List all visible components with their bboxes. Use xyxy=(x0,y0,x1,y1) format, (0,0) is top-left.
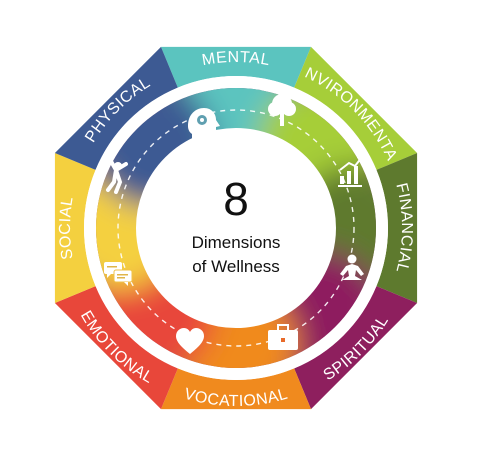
segment-environmental xyxy=(294,46,418,170)
segment-mental xyxy=(160,46,312,88)
tree-icon xyxy=(268,94,296,126)
heart-icon xyxy=(176,328,204,354)
outer-band xyxy=(54,46,418,410)
growth-chart-icon xyxy=(338,156,363,187)
center-number: 8 xyxy=(223,173,249,225)
segment-icons xyxy=(104,94,364,354)
segment-social xyxy=(54,152,96,304)
meditation-icon xyxy=(340,254,364,280)
segment-financial xyxy=(376,152,418,304)
segment-label-financial: FINANCIAL xyxy=(392,181,415,274)
segment-physical xyxy=(54,46,178,170)
segment-label-mental: MENTAL xyxy=(201,49,272,69)
segment-label-social: SOCIAL xyxy=(57,195,77,260)
briefcase-icon xyxy=(268,324,298,350)
dashed-path-circle xyxy=(117,109,355,347)
segment-vocational xyxy=(160,368,312,410)
chat-bubbles-icon xyxy=(104,262,133,286)
segment-emotional xyxy=(54,286,178,410)
center-line-2: of Wellness xyxy=(192,257,280,276)
center-inner xyxy=(148,140,324,316)
jumping-person-icon xyxy=(106,154,128,194)
center-line-1: Dimensions xyxy=(192,233,281,252)
brain-gear-icon xyxy=(188,108,220,142)
segment-spiritual xyxy=(294,286,418,410)
